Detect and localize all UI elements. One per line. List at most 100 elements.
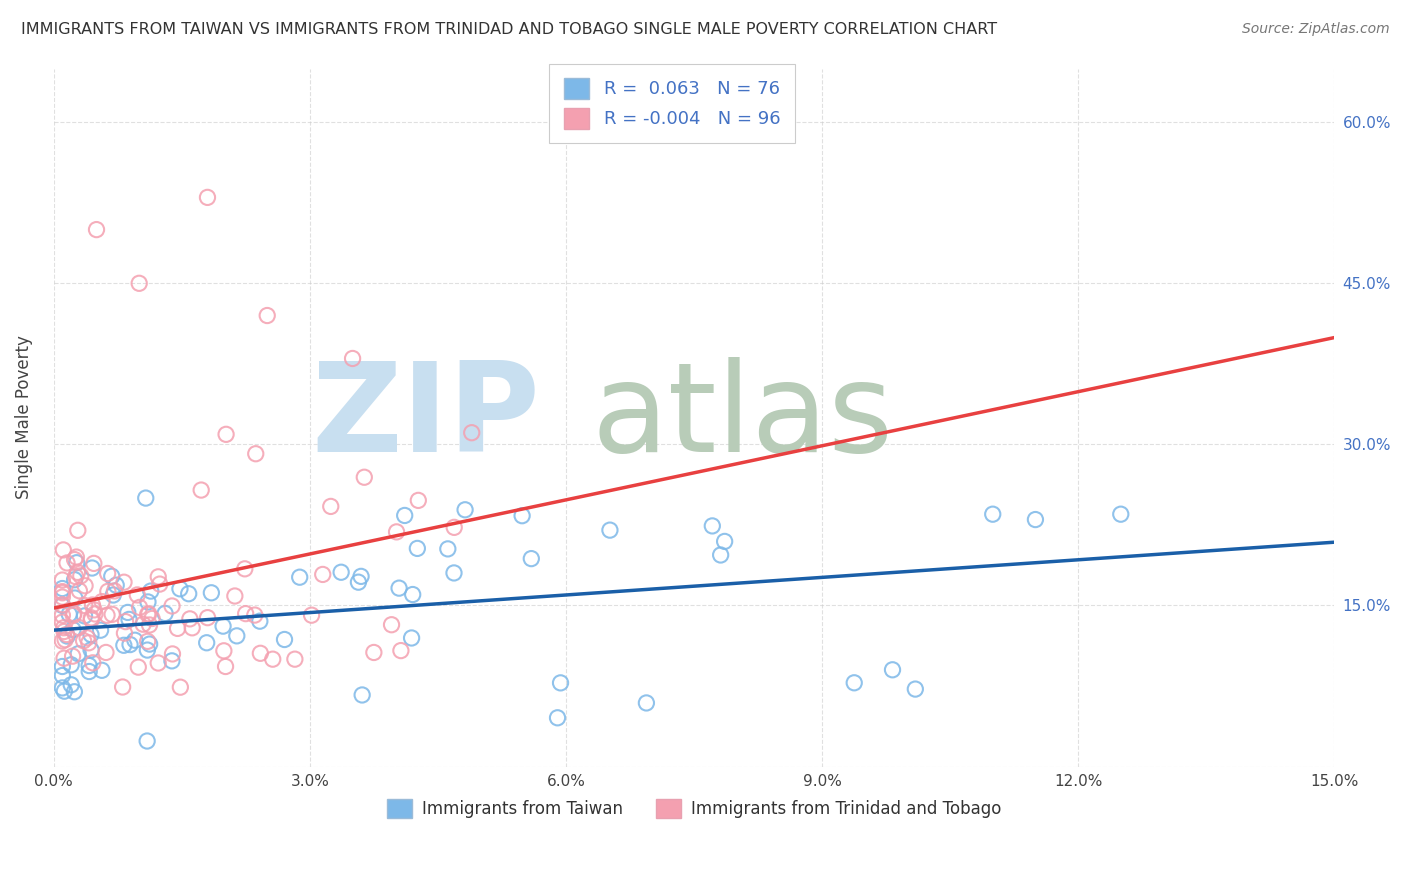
Point	[51, 634, 73, 648]
Point	[51, 599, 73, 613]
Point	[342, 351, 364, 366]
Point	[63, 552, 86, 566]
Point	[233, 562, 256, 576]
Point	[510, 508, 533, 523]
Point	[67, 621, 90, 635]
Point	[80, 627, 103, 641]
Point	[138, 637, 160, 651]
Point	[67, 647, 90, 661]
Point	[212, 619, 235, 633]
Point	[437, 541, 460, 556]
Point	[51, 668, 73, 682]
Point	[86, 222, 108, 236]
Point	[103, 588, 125, 602]
Point	[135, 491, 157, 505]
Point	[73, 599, 96, 613]
Point	[52, 542, 75, 557]
Point	[136, 634, 159, 648]
Point	[981, 507, 1004, 521]
Point	[166, 621, 188, 635]
Point	[599, 523, 621, 537]
Point	[235, 607, 257, 621]
Point	[63, 607, 86, 621]
Point	[51, 615, 73, 629]
Point	[65, 569, 87, 583]
Point	[51, 598, 73, 612]
Point	[77, 658, 100, 673]
Text: IMMIGRANTS FROM TAIWAN VS IMMIGRANTS FROM TRINIDAD AND TOBAGO SINGLE MALE POVERT: IMMIGRANTS FROM TAIWAN VS IMMIGRANTS FRO…	[21, 22, 997, 37]
Point	[406, 541, 429, 556]
Point	[67, 583, 90, 598]
Point	[394, 508, 416, 523]
Point	[402, 588, 425, 602]
Point	[388, 581, 411, 595]
Point	[97, 566, 120, 581]
Point	[713, 534, 735, 549]
Point	[330, 566, 353, 580]
Point	[53, 632, 76, 647]
Point	[51, 584, 73, 599]
Point	[73, 608, 96, 623]
Point	[212, 644, 235, 658]
Point	[138, 618, 160, 632]
Point	[443, 566, 465, 580]
Point	[149, 577, 172, 591]
Point	[100, 569, 122, 583]
Point	[62, 649, 84, 664]
Point	[454, 503, 477, 517]
Point	[550, 676, 572, 690]
Y-axis label: Single Male Poverty: Single Male Poverty	[15, 335, 32, 500]
Point	[169, 582, 191, 596]
Point	[882, 663, 904, 677]
Point	[225, 629, 247, 643]
Point	[169, 680, 191, 694]
Point	[51, 573, 73, 587]
Point	[84, 607, 107, 621]
Point	[904, 682, 927, 697]
Point	[352, 688, 374, 702]
Point	[111, 680, 134, 694]
Point	[51, 590, 73, 604]
Point	[124, 633, 146, 648]
Point	[443, 520, 465, 534]
Point	[103, 583, 125, 598]
Point	[112, 626, 135, 640]
Point	[72, 633, 94, 648]
Point	[51, 608, 73, 623]
Point	[66, 524, 89, 538]
Point	[128, 600, 150, 615]
Point	[127, 660, 149, 674]
Point	[197, 190, 219, 204]
Point	[181, 621, 204, 635]
Point	[138, 607, 160, 621]
Point	[401, 631, 423, 645]
Point	[197, 610, 219, 624]
Point	[177, 587, 200, 601]
Point	[82, 561, 104, 575]
Point	[56, 556, 79, 570]
Point	[256, 309, 278, 323]
Point	[190, 483, 212, 497]
Point	[51, 681, 73, 695]
Point	[63, 573, 86, 587]
Point	[114, 615, 136, 629]
Point	[94, 645, 117, 659]
Point	[82, 656, 104, 670]
Point	[148, 570, 170, 584]
Point	[52, 621, 75, 635]
Point	[51, 582, 73, 596]
Point	[91, 594, 114, 608]
Point	[408, 493, 430, 508]
Point	[101, 607, 124, 622]
Point	[249, 614, 271, 628]
Point	[200, 586, 222, 600]
Point	[160, 599, 183, 613]
Point	[117, 606, 139, 620]
Point	[82, 598, 104, 612]
Point	[97, 584, 120, 599]
Point	[77, 665, 100, 679]
Point	[844, 675, 866, 690]
Point	[249, 646, 271, 660]
Point	[53, 684, 76, 698]
Point	[636, 696, 658, 710]
